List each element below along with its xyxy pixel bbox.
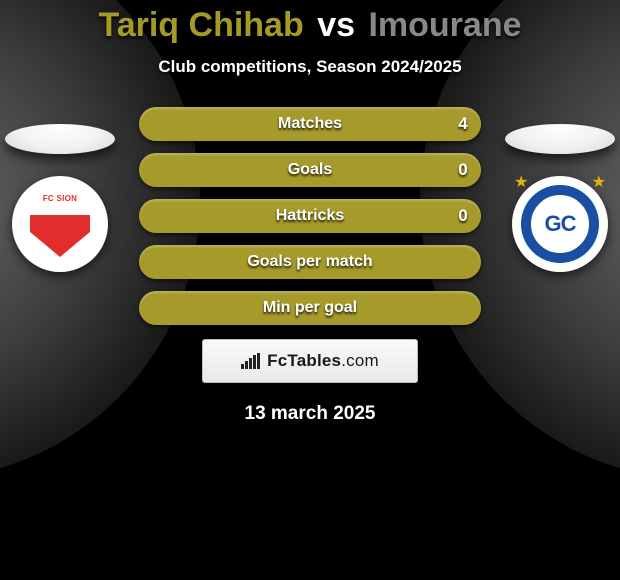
stat-label: Min per goal — [263, 299, 357, 317]
player1-name: Tariq Chihab — [98, 6, 303, 44]
stat-row-body: Matches — [139, 107, 481, 141]
stat-row-goals-per-match: Goals per match — [139, 245, 481, 279]
star-icon: ★ — [592, 172, 606, 192]
stat-row-min-per-goal: Min per goal — [139, 291, 481, 325]
signal-bars-icon — [241, 353, 263, 369]
stat-value-right — [445, 291, 481, 325]
player2-club-badge: ★ ★ GC — [512, 176, 608, 272]
player1-club-badge: FC SION — [12, 176, 108, 272]
vs-separator: vs — [317, 6, 355, 44]
stat-row-body: Goals per match — [139, 245, 481, 279]
stat-row-body: Min per goal — [139, 291, 481, 325]
club-badge-text: FC SION — [43, 194, 78, 203]
stat-row-body: Goals — [139, 153, 481, 187]
stat-value-right: 0 — [445, 153, 481, 187]
logo-domain: .com — [341, 351, 379, 370]
stat-row-goals: Goals 0 — [139, 153, 481, 187]
grasshopper-ring-icon: GC — [521, 185, 599, 263]
stat-value-right: 4 — [445, 107, 481, 141]
logo-text: FcTables.com — [267, 351, 379, 371]
stat-label: Goals per match — [247, 253, 372, 271]
stat-row-body: Hattricks — [139, 199, 481, 233]
fc-sion-shield-icon: FC SION — [30, 191, 90, 257]
stat-label: Matches — [278, 115, 342, 133]
stat-value-left — [139, 291, 175, 325]
stat-value-right: 0 — [445, 199, 481, 233]
player1-column: FC SION — [0, 0, 120, 400]
stat-label: Goals — [288, 161, 332, 179]
club-badge-text: GC — [545, 211, 576, 237]
stat-row-hattricks: Hattricks 0 — [139, 199, 481, 233]
match-date: 13 march 2025 — [0, 403, 620, 425]
star-icon: ★ — [514, 172, 528, 192]
stat-value-left — [139, 199, 175, 233]
fctables-logo[interactable]: FcTables.com — [202, 339, 418, 383]
stat-value-left — [139, 107, 175, 141]
player2-silhouette — [505, 124, 615, 154]
stat-label: Hattricks — [276, 207, 344, 225]
player2-name: Imourane — [368, 6, 521, 44]
stat-value-right — [445, 245, 481, 279]
logo-brand: FcTables — [267, 351, 341, 370]
stat-value-left — [139, 153, 175, 187]
player1-silhouette — [5, 124, 115, 154]
stat-value-left — [139, 245, 175, 279]
stat-row-matches: Matches 4 — [139, 107, 481, 141]
player2-column: ★ ★ GC — [500, 0, 620, 400]
